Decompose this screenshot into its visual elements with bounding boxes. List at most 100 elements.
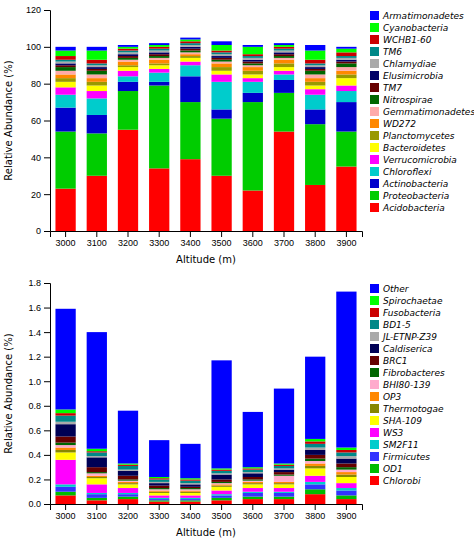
bar-segment: [180, 58, 200, 62]
x-tick-mark: [221, 231, 222, 237]
bar-segment: [55, 47, 75, 51]
x-tick-mark: [159, 231, 160, 237]
bar-segment: [336, 495, 356, 499]
bar-segment: [149, 168, 169, 231]
y-axis: 0.00.20.40.60.81.01.21.41.61.8: [28, 278, 50, 509]
y-tick: 20: [31, 190, 50, 200]
legend-label: JL-ETNP-Z39: [381, 332, 437, 342]
y-tick-label: 0.8: [28, 401, 41, 411]
x-tick-label: 3300: [149, 511, 169, 521]
legend-item: BHI80-139: [370, 380, 431, 390]
bar-segment: [118, 411, 138, 464]
bar-segment: [149, 60, 169, 64]
bar-series: [55, 443, 356, 490]
bar-segment: [211, 486, 231, 487]
legend-item: OP3: [370, 392, 402, 402]
bar-segment: [87, 500, 107, 504]
bar-segment: [243, 45, 263, 47]
bar-segment: [305, 439, 325, 441]
bar-segment: [336, 91, 356, 102]
bar-segment: [211, 41, 231, 45]
bar-segment: [211, 45, 231, 51]
legend-item: Acidobacteria: [370, 203, 445, 213]
bar-segment: [149, 488, 169, 489]
bar-segment: [336, 483, 356, 488]
legend-item: Bacteroidetes: [370, 143, 446, 153]
legend-swatch: [370, 392, 379, 401]
x-tick-mark: [252, 231, 253, 237]
legend-label: TM7: [383, 83, 402, 93]
y-tick-mark: [44, 455, 50, 456]
legend-item: Thermotogae: [370, 404, 444, 414]
bar-segment: [274, 80, 294, 93]
bar-segment: [274, 58, 294, 60]
bar-segment: [55, 487, 75, 492]
x-tick: 3300: [149, 231, 169, 248]
x-tick-label: 3200: [118, 511, 138, 521]
legend-item: SM2F11: [370, 440, 419, 450]
bar-segment: [274, 74, 294, 80]
bar-series: [55, 445, 356, 490]
bar-segment: [55, 424, 75, 436]
bar-segment: [55, 495, 75, 504]
bar-segment: [274, 93, 294, 132]
bar-segment: [336, 450, 356, 452]
bar-segment: [274, 497, 294, 499]
bar-segment: [180, 483, 200, 484]
bar-segment: [336, 62, 356, 64]
bar-series: [55, 62, 356, 99]
legend-swatch: [370, 167, 379, 176]
bar-series: [55, 484, 356, 500]
bar-segment: [118, 130, 138, 231]
bar-segment: [180, 38, 200, 40]
bar-segment: [211, 473, 231, 474]
bar-series: [55, 482, 356, 499]
bar-segment: [211, 63, 231, 67]
bar-segment: [243, 71, 263, 75]
bar-segment: [305, 482, 325, 484]
bar-segment: [274, 484, 294, 488]
bar-segment: [55, 492, 75, 496]
bar-segment: [87, 494, 107, 498]
y-tick-label: 100: [26, 42, 41, 52]
bar-segment: [305, 69, 325, 71]
bar-segment: [180, 43, 200, 45]
bar-segment: [118, 76, 138, 82]
y-tick-mark: [44, 10, 50, 11]
bar-segment: [243, 54, 263, 56]
x-tick: 3900: [336, 504, 356, 521]
bar-segment: [211, 360, 231, 468]
bar-segment: [211, 470, 231, 471]
bar-segment: [305, 357, 325, 439]
bar-segment: [180, 65, 200, 76]
y-tick-label: 1.2: [28, 352, 41, 362]
bar-segment: [305, 74, 325, 78]
bar-segment: [305, 494, 325, 504]
y-tick-mark: [44, 504, 50, 505]
bar-segment: [243, 492, 263, 493]
x-tick: 3500: [212, 231, 232, 248]
y-tick-mark: [44, 157, 50, 158]
bar-series: [55, 76, 356, 133]
bar-segment: [118, 476, 138, 480]
bar-segment: [149, 69, 169, 73]
bar-segment: [243, 102, 263, 190]
bar-segment: [180, 51, 200, 53]
bar-segment: [55, 78, 75, 82]
bar-segment: [211, 487, 231, 491]
bar-segment: [211, 62, 231, 64]
legend-label: Caldiserica: [383, 344, 432, 354]
legend-label: SHA-109: [383, 416, 422, 426]
legend-label: WD272: [383, 119, 416, 129]
legend-label: Nitrospirae: [383, 95, 433, 105]
bar-segment: [305, 86, 325, 90]
bar-segment: [180, 47, 200, 49]
bar-segment: [274, 43, 294, 45]
legend-label: Thermotogae: [383, 404, 444, 414]
bar-segment: [274, 476, 294, 482]
legend-swatch: [370, 59, 379, 68]
bar-segment: [149, 477, 169, 478]
legend-label: Planctomycetes: [383, 131, 455, 141]
bar-segment: [87, 332, 107, 449]
bar-segment: [305, 71, 325, 75]
